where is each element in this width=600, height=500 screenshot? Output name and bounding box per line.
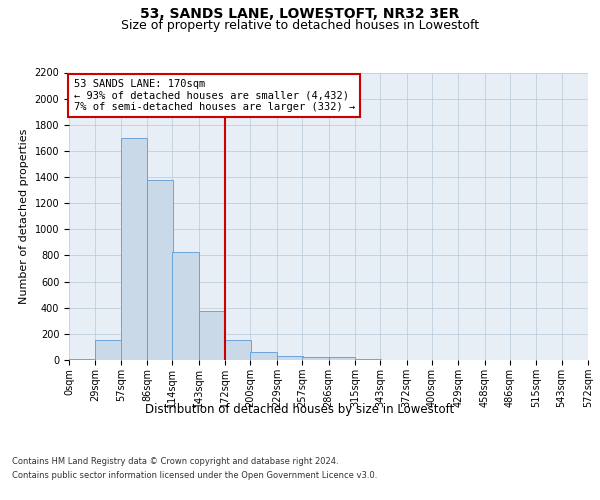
Bar <box>147 180 173 360</box>
Bar <box>329 356 355 360</box>
Text: Contains public sector information licensed under the Open Government Licence v3: Contains public sector information licen… <box>12 471 377 480</box>
Bar <box>172 252 199 360</box>
Bar <box>225 340 251 360</box>
Bar <box>121 138 147 360</box>
Bar <box>199 311 225 360</box>
Bar <box>250 352 277 360</box>
Text: Distribution of detached houses by size in Lowestoft: Distribution of detached houses by size … <box>145 402 455 415</box>
Bar <box>69 358 95 360</box>
Y-axis label: Number of detached properties: Number of detached properties <box>19 128 29 304</box>
Text: Contains HM Land Registry data © Crown copyright and database right 2024.: Contains HM Land Registry data © Crown c… <box>12 458 338 466</box>
Bar <box>277 356 303 360</box>
Bar <box>95 340 122 360</box>
Text: 53, SANDS LANE, LOWESTOFT, NR32 3ER: 53, SANDS LANE, LOWESTOFT, NR32 3ER <box>140 8 460 22</box>
Text: Size of property relative to detached houses in Lowestoft: Size of property relative to detached ho… <box>121 18 479 32</box>
Bar <box>302 356 329 360</box>
Text: 53 SANDS LANE: 170sqm
← 93% of detached houses are smaller (4,432)
7% of semi-de: 53 SANDS LANE: 170sqm ← 93% of detached … <box>74 79 355 112</box>
